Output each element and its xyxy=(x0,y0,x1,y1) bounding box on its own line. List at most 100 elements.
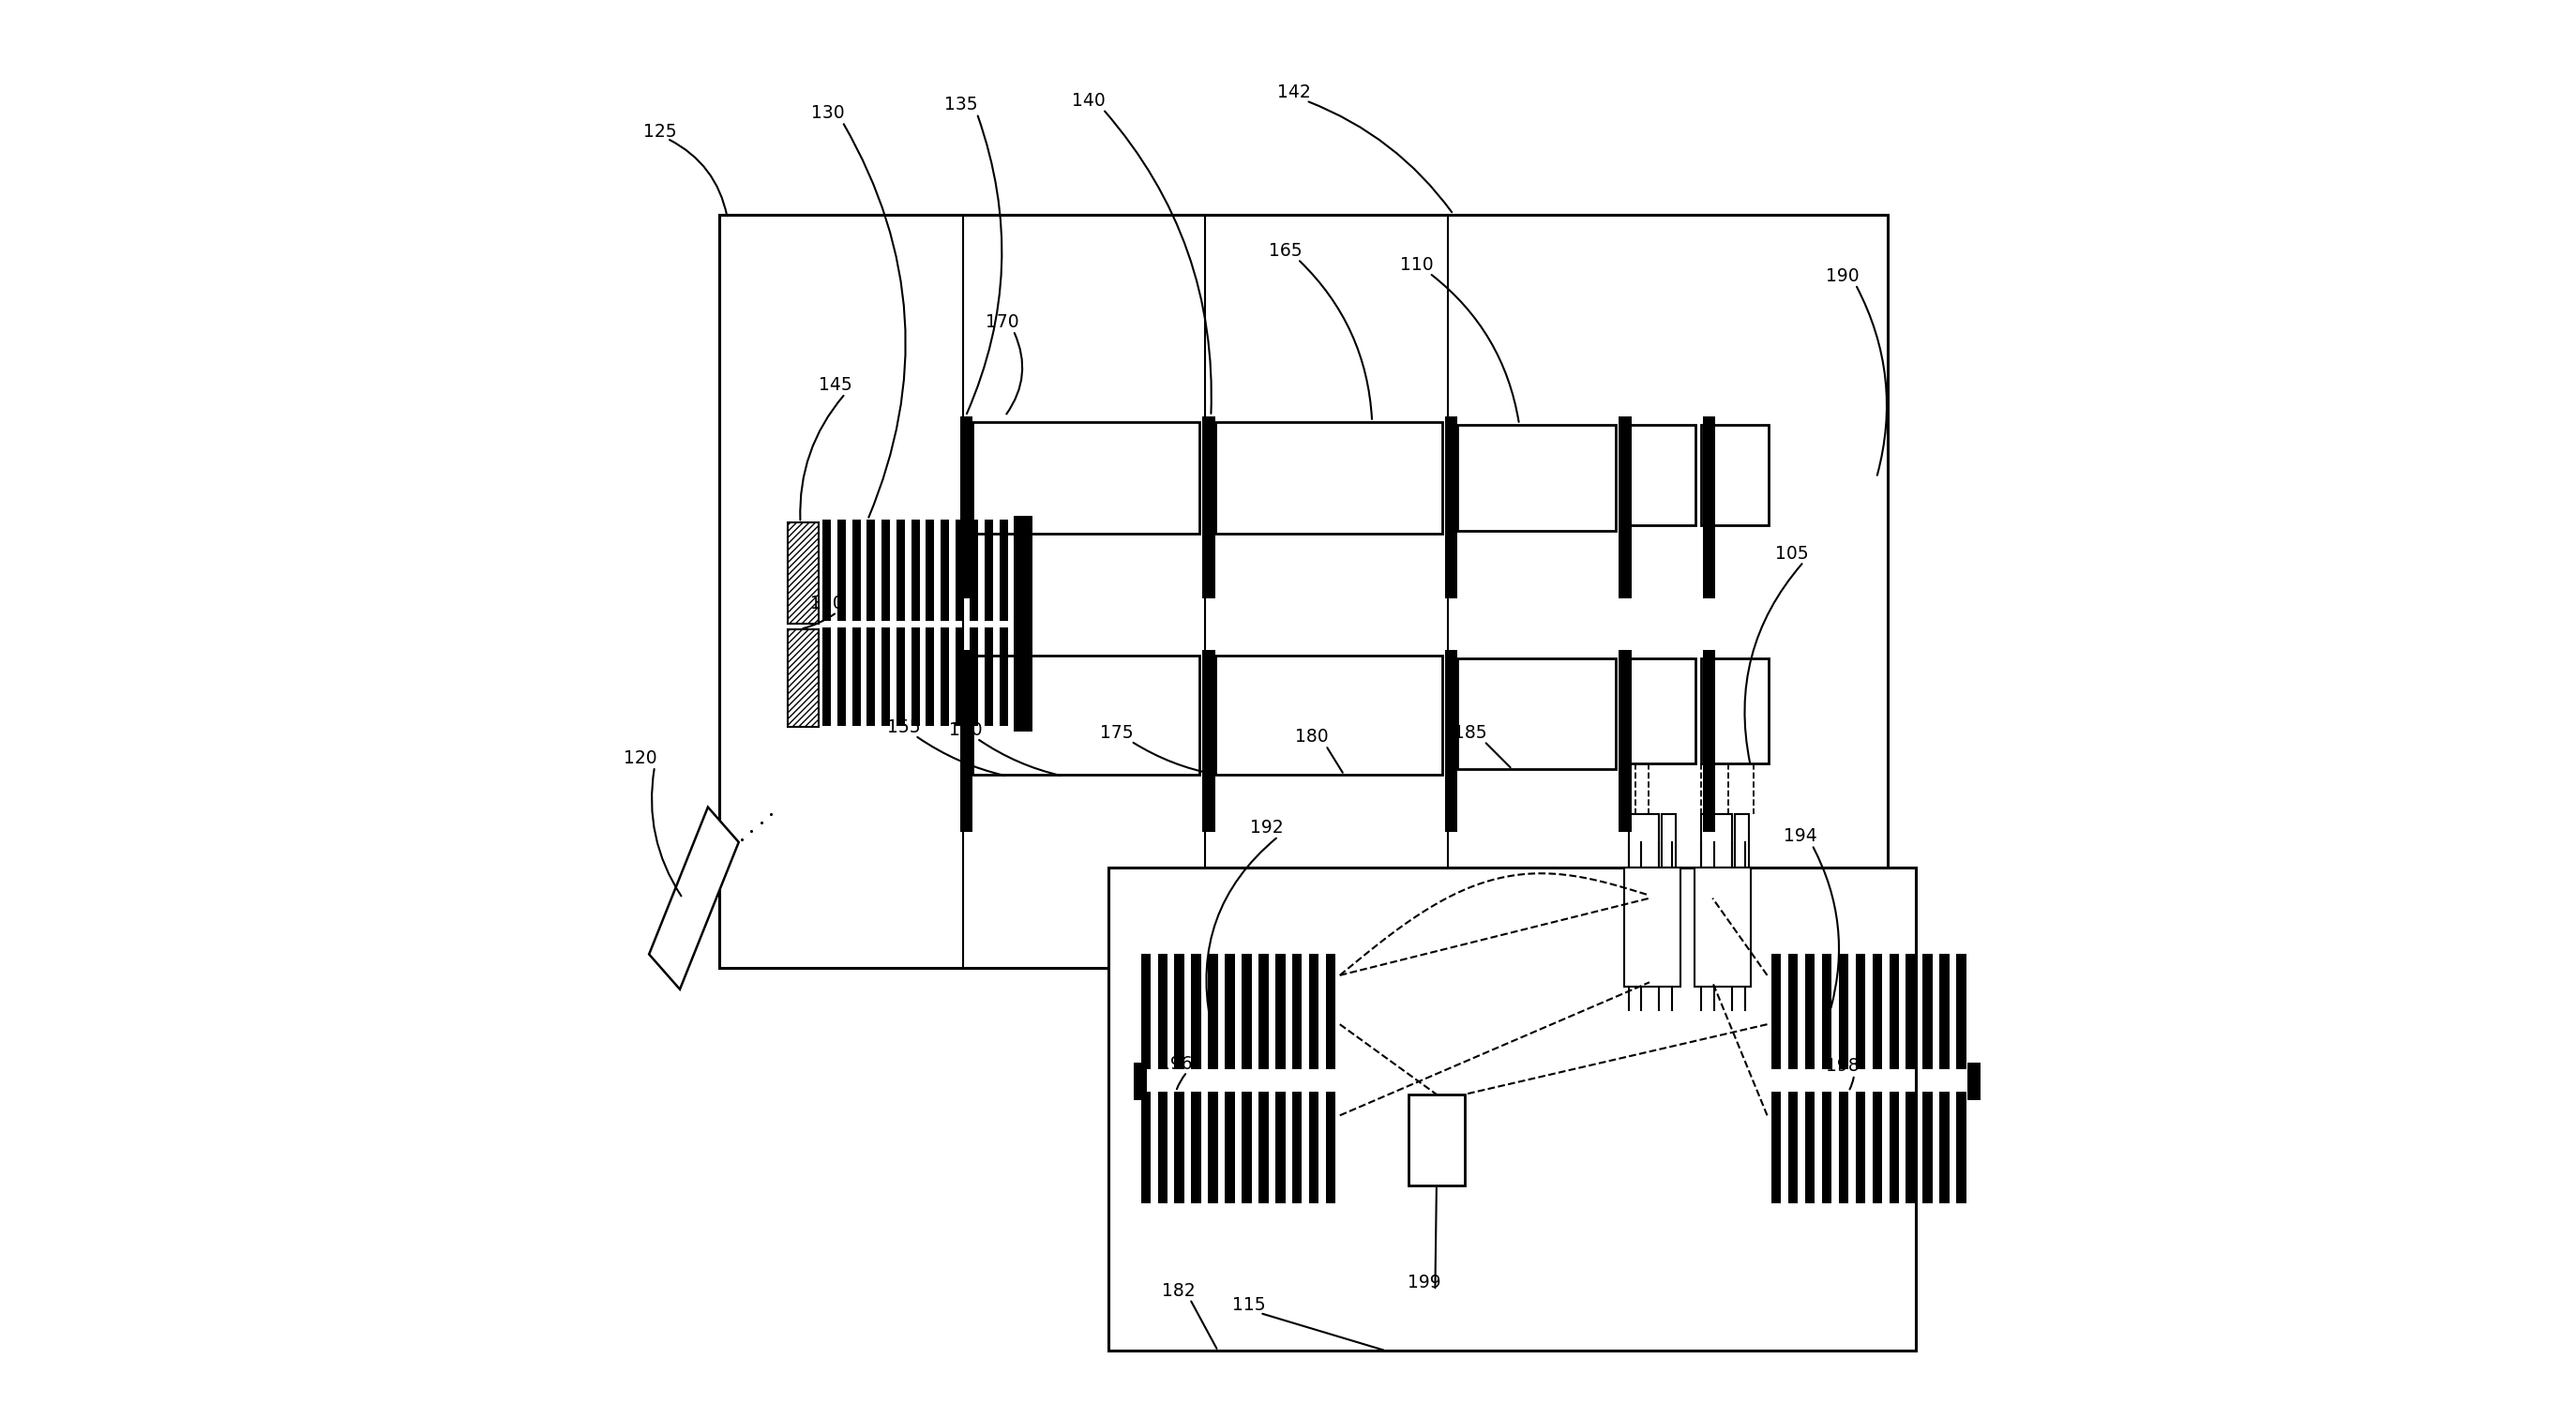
Bar xyxy=(1293,1091,1301,1203)
Bar xyxy=(1821,1091,1832,1203)
Bar xyxy=(940,628,948,726)
Bar xyxy=(1226,955,1234,1070)
Bar xyxy=(1133,1063,1146,1099)
Bar xyxy=(1700,424,1770,525)
Bar xyxy=(1772,1091,1780,1203)
Bar xyxy=(1940,1091,1950,1203)
Bar xyxy=(1940,955,1950,1070)
Bar xyxy=(1618,650,1631,833)
Bar xyxy=(912,519,920,621)
Bar xyxy=(822,628,832,726)
Text: 142: 142 xyxy=(1278,83,1311,101)
Bar xyxy=(1216,421,1443,534)
Bar xyxy=(912,628,920,726)
Bar xyxy=(1618,416,1631,598)
Bar xyxy=(1628,814,1659,868)
Bar xyxy=(1226,1091,1234,1203)
Bar xyxy=(956,519,963,621)
Bar xyxy=(961,416,974,598)
Bar xyxy=(1888,1091,1899,1203)
Bar xyxy=(1772,955,1780,1070)
Text: 135: 135 xyxy=(945,95,979,114)
Text: 110: 110 xyxy=(1401,256,1432,274)
Text: 192: 192 xyxy=(1249,819,1283,837)
Bar xyxy=(1968,1063,1981,1099)
Text: 105: 105 xyxy=(1775,545,1808,563)
Bar xyxy=(1906,955,1917,1070)
Bar xyxy=(1839,955,1850,1070)
Bar xyxy=(925,628,935,726)
Bar xyxy=(1458,424,1615,531)
Bar xyxy=(1203,650,1216,833)
Bar xyxy=(837,628,845,726)
Bar xyxy=(868,628,876,726)
Bar xyxy=(1703,416,1716,598)
Bar xyxy=(1015,515,1033,626)
Bar xyxy=(1955,955,1965,1070)
Bar xyxy=(1855,1091,1865,1203)
Bar xyxy=(1327,1091,1334,1203)
Bar xyxy=(1260,955,1267,1070)
Bar xyxy=(1888,955,1899,1070)
Text: 182: 182 xyxy=(1162,1282,1195,1300)
Bar xyxy=(974,656,1200,775)
Text: 194: 194 xyxy=(1785,827,1819,845)
Bar xyxy=(1293,955,1301,1070)
Bar xyxy=(1208,955,1218,1070)
Bar xyxy=(1458,658,1615,769)
Text: 155: 155 xyxy=(886,719,920,736)
Bar xyxy=(1242,1091,1252,1203)
Bar xyxy=(1839,1091,1850,1203)
Bar xyxy=(1409,1094,1466,1185)
Bar xyxy=(1700,814,1731,868)
Text: 165: 165 xyxy=(1267,241,1301,260)
Bar xyxy=(999,519,1007,621)
Text: 198: 198 xyxy=(1826,1057,1860,1075)
Bar xyxy=(971,519,979,621)
Bar xyxy=(1445,650,1458,833)
Bar xyxy=(974,421,1200,534)
Bar xyxy=(853,519,860,621)
Bar xyxy=(1108,868,1917,1351)
Text: 196: 196 xyxy=(1159,1054,1193,1073)
Text: 160: 160 xyxy=(948,722,981,739)
Polygon shape xyxy=(649,807,739,990)
Bar xyxy=(925,519,935,621)
Bar xyxy=(1175,1091,1185,1203)
Text: 140: 140 xyxy=(1072,91,1105,110)
Bar xyxy=(868,519,876,621)
Bar xyxy=(1190,1091,1200,1203)
Bar xyxy=(1309,1091,1319,1203)
Bar xyxy=(1175,955,1185,1070)
Bar xyxy=(1788,955,1798,1070)
Text: 115: 115 xyxy=(1231,1296,1265,1314)
Bar xyxy=(837,519,845,621)
Text: 125: 125 xyxy=(644,122,677,140)
Bar xyxy=(984,519,992,621)
Bar xyxy=(881,628,891,726)
Bar xyxy=(1700,658,1770,764)
Bar xyxy=(1216,656,1443,775)
Text: 175: 175 xyxy=(1100,724,1133,741)
Bar xyxy=(1275,1091,1285,1203)
Bar xyxy=(1260,1091,1267,1203)
Bar xyxy=(956,628,963,726)
Bar xyxy=(1628,424,1695,525)
Bar xyxy=(1736,814,1749,868)
Bar xyxy=(1806,1091,1816,1203)
Bar xyxy=(788,522,819,623)
Bar xyxy=(1922,955,1932,1070)
Bar xyxy=(1141,955,1151,1070)
Bar xyxy=(1445,416,1458,598)
Bar xyxy=(853,628,860,726)
Bar xyxy=(881,519,891,621)
Text: 120: 120 xyxy=(623,750,657,767)
Bar xyxy=(971,628,979,726)
Bar xyxy=(1873,1091,1883,1203)
Bar xyxy=(896,519,904,621)
Bar xyxy=(1955,1091,1965,1203)
Bar xyxy=(1625,868,1680,987)
Bar xyxy=(1203,416,1216,598)
Bar xyxy=(719,215,1888,969)
Bar xyxy=(1157,955,1167,1070)
